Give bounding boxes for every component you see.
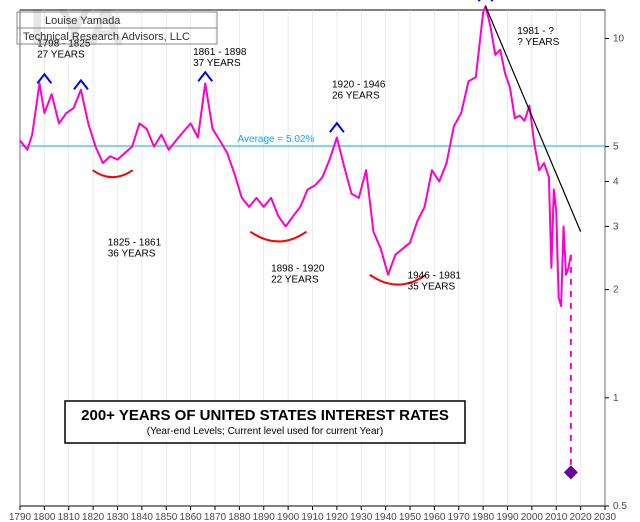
y-tick-label: 2 [613, 285, 619, 296]
x-tick-label: 2010 [545, 512, 568, 522]
x-tick-label: 2030 [594, 512, 617, 522]
y-tick-label: 3 [613, 221, 619, 232]
x-tick-label: 1910 [301, 512, 324, 522]
x-tick-label: 1950 [399, 512, 422, 522]
x-tick-label: 1860 [180, 512, 203, 522]
y-tick-label: 5 [613, 142, 619, 153]
period-label: 1920 - 1946 [332, 80, 386, 91]
chart-svg: LYA1790180018101820183018401850186018701… [0, 0, 640, 522]
x-tick-label: 1800 [33, 512, 56, 522]
period-label: 37 YEARS [193, 58, 241, 69]
x-tick-label: 1980 [472, 512, 495, 522]
period-label: ? YEARS [517, 37, 559, 48]
period-label: 26 YEARS [332, 91, 380, 102]
period-label: 1898 - 1920 [271, 263, 325, 274]
x-tick-label: 1920 [326, 512, 349, 522]
period-label: 1981 - ? [517, 26, 554, 37]
period-label: 27 YEARS [37, 49, 85, 60]
x-tick-label: 1840 [131, 512, 154, 522]
x-tick-label: 2000 [521, 512, 544, 522]
x-tick-label: 1810 [58, 512, 81, 522]
x-tick-label: 1900 [277, 512, 300, 522]
x-tick-label: 1960 [423, 512, 446, 522]
y-tick-label: 4 [613, 176, 619, 187]
x-tick-label: 1790 [9, 512, 32, 522]
average-label: Average = 5.02% [238, 134, 315, 145]
x-tick-label: 1990 [496, 512, 519, 522]
subtitle-text: (Year-end Levels; Current level used for… [147, 426, 383, 437]
period-label: 1825 - 1861 [108, 238, 162, 249]
x-tick-label: 1820 [82, 512, 105, 522]
x-tick-label: 1870 [204, 512, 227, 522]
y-tick-label: 10 [613, 33, 625, 44]
y-tick-label: 1 [613, 393, 619, 404]
brand-line2: Technical Research Advisors, LLC [23, 31, 190, 43]
x-tick-label: 2020 [570, 512, 593, 522]
x-tick-label: 1940 [375, 512, 398, 522]
x-tick-label: 1890 [253, 512, 276, 522]
brand-line1: Louise Yamada [45, 15, 121, 27]
period-label: 35 YEARS [408, 281, 456, 292]
period-label: 36 YEARS [108, 249, 156, 260]
chart-container: LYA1790180018101820183018401850186018701… [0, 0, 640, 522]
x-tick-label: 1850 [155, 512, 178, 522]
x-tick-label: 1830 [106, 512, 129, 522]
x-tick-label: 1880 [228, 512, 251, 522]
period-label: 22 YEARS [271, 274, 319, 285]
period-label: 1861 - 1898 [193, 47, 247, 58]
x-tick-label: 1970 [448, 512, 471, 522]
period-label: 1946 - 1981 [408, 270, 462, 281]
y-tick-label: 0.5 [613, 501, 627, 512]
x-tick-label: 1930 [350, 512, 373, 522]
title-text: 200+ YEARS OF UNITED STATES INTEREST RAT… [81, 407, 449, 424]
